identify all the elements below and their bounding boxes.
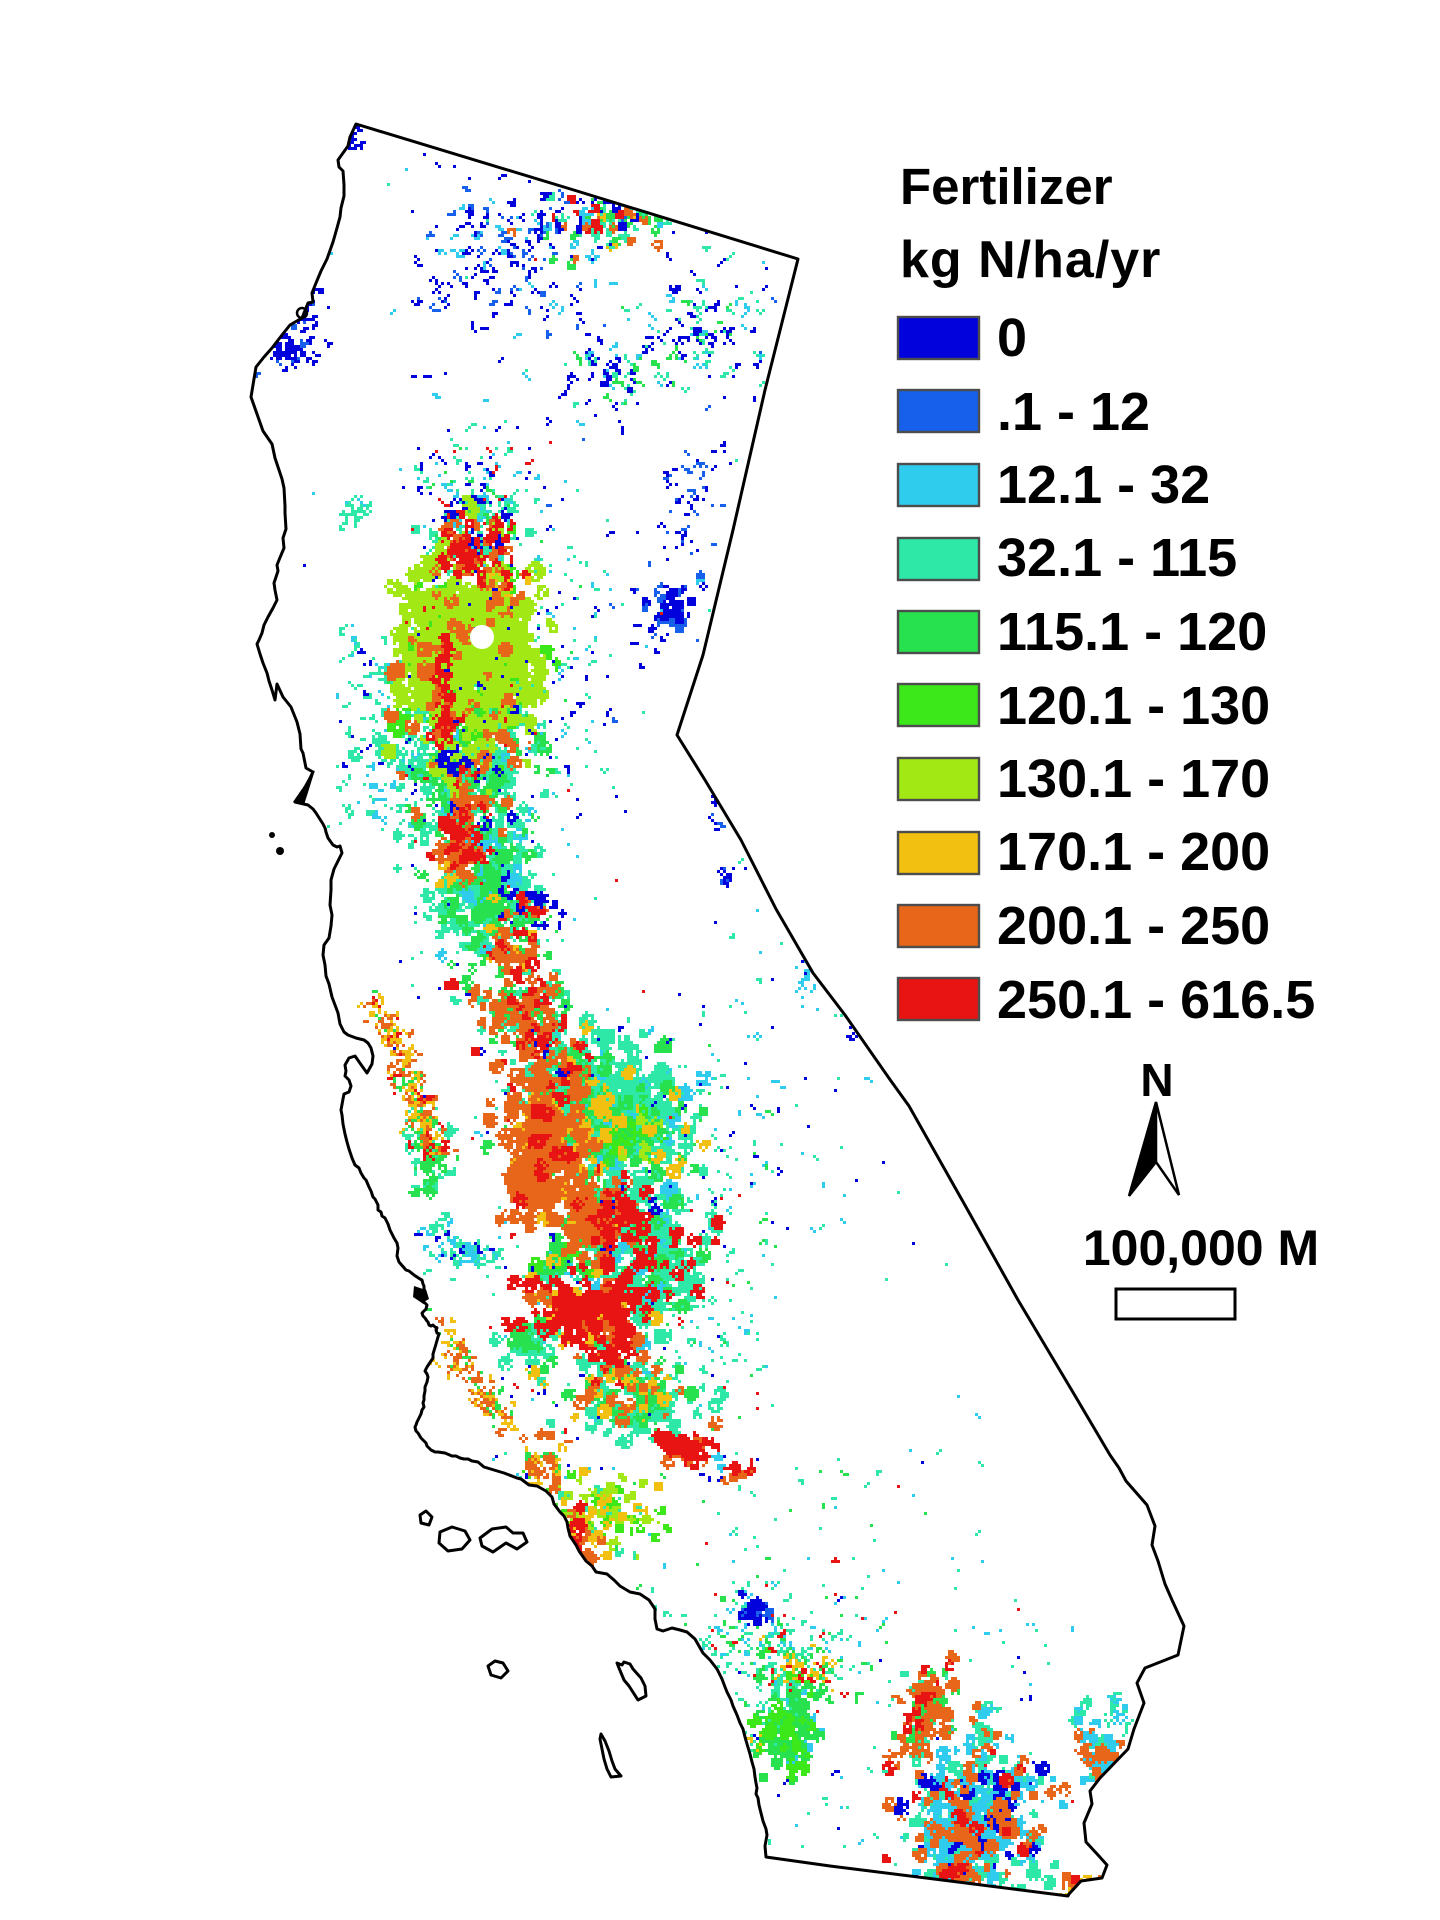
- svg-text:200.1 - 250: 200.1 - 250: [997, 896, 1270, 956]
- svg-text:12.1 - 32: 12.1 - 32: [997, 455, 1210, 515]
- svg-text:kg N/ha/yr: kg N/ha/yr: [900, 231, 1161, 289]
- svg-text:115.1 - 120: 115.1 - 120: [997, 602, 1267, 662]
- svg-text:250.1 - 616.5: 250.1 - 616.5: [997, 970, 1315, 1030]
- svg-text:.1 - 12: .1 - 12: [997, 382, 1150, 442]
- svg-text:120.1 - 130: 120.1 - 130: [997, 676, 1270, 736]
- svg-text:100,000 M: 100,000 M: [1083, 1220, 1319, 1276]
- svg-text:32.1 - 115: 32.1 - 115: [997, 528, 1237, 588]
- svg-text:N: N: [1140, 1054, 1173, 1106]
- svg-text:170.1 - 200: 170.1 - 200: [997, 822, 1270, 882]
- svg-text:0: 0: [997, 308, 1027, 368]
- svg-text:130.1 - 170: 130.1 - 170: [997, 749, 1270, 809]
- svg-text:Fertilizer: Fertilizer: [900, 158, 1113, 215]
